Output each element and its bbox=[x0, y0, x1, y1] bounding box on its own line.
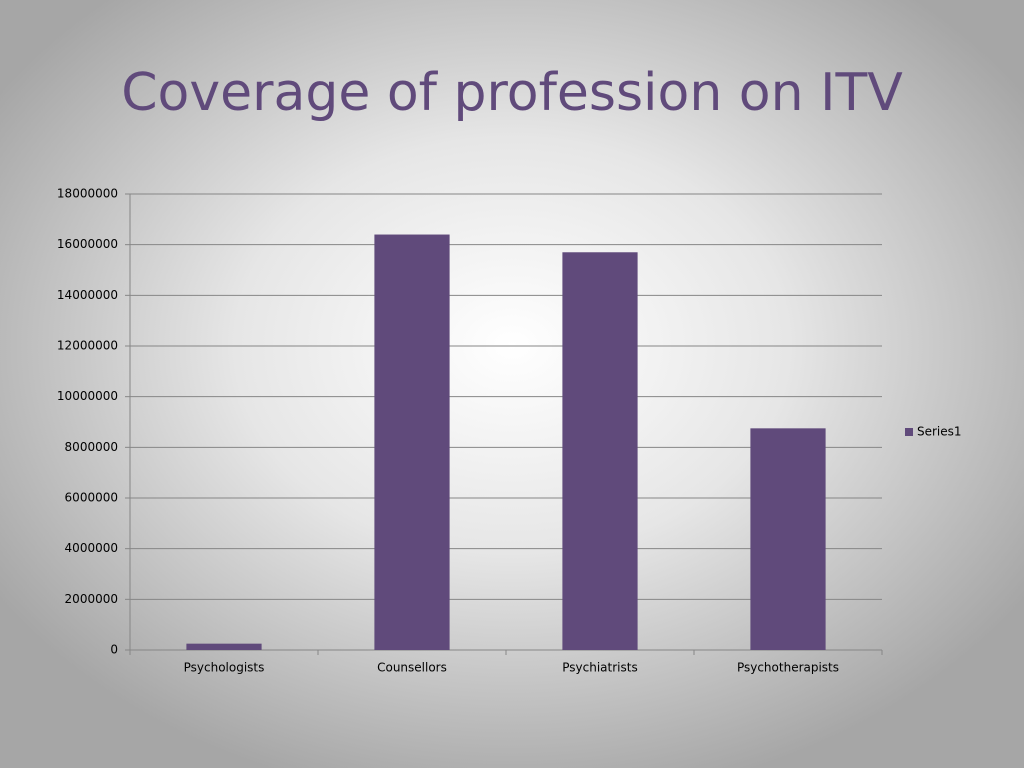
legend-swatch bbox=[905, 428, 913, 436]
x-tick-label: Psychotherapists bbox=[737, 661, 839, 675]
y-tick-label: 0 bbox=[110, 643, 118, 657]
legend-label: Series1 bbox=[917, 425, 962, 439]
y-tick-label: 2000000 bbox=[65, 592, 118, 606]
bar bbox=[186, 643, 262, 650]
chart-title: Coverage of profession on ITV bbox=[121, 63, 903, 123]
x-tick-label: Psychologists bbox=[184, 661, 265, 675]
y-tick-label: 16000000 bbox=[57, 237, 118, 251]
bar bbox=[562, 252, 638, 650]
y-tick-label: 12000000 bbox=[57, 339, 118, 353]
x-tick-label: Counsellors bbox=[377, 661, 447, 675]
y-tick-label: 4000000 bbox=[65, 541, 118, 555]
bar bbox=[374, 234, 450, 651]
y-tick-label: 8000000 bbox=[65, 440, 118, 454]
y-tick-label: 6000000 bbox=[65, 491, 118, 505]
y-tick-label: 14000000 bbox=[57, 288, 118, 302]
bar bbox=[750, 428, 826, 650]
y-tick-label: 18000000 bbox=[57, 187, 118, 201]
x-tick-label: Psychiatrists bbox=[562, 661, 637, 675]
y-tick-label: 10000000 bbox=[57, 389, 118, 403]
